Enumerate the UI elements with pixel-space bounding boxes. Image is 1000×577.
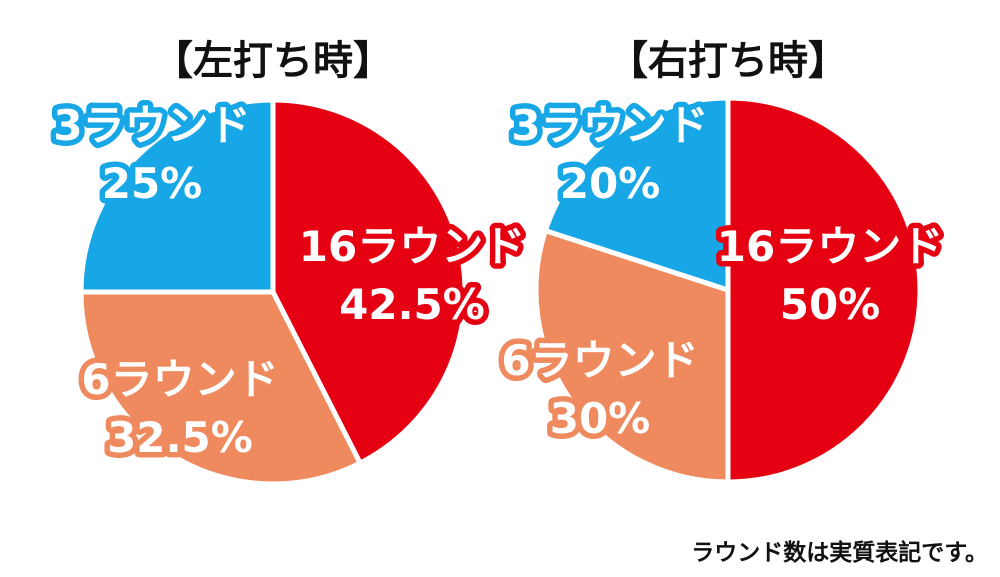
left-slice-3-round (78, 97, 276, 295)
left-chart-title: 【左打ち時】 (153, 38, 393, 84)
right-chart-title: 【右打ち時】 (608, 38, 848, 84)
left-slice-3-round-label: 3ラウンド (53, 101, 250, 150)
left-slice-6-round-label: 6ラウンド (81, 355, 278, 404)
right-slice-6-round-label: 6ラウンド (501, 336, 698, 385)
left-slice-16-round (270, 97, 468, 466)
left-slice-6-round-percent: 32.5% (107, 413, 253, 462)
right-slice-16-round (725, 95, 923, 485)
right-slice-3-round-label: 3ラウンド (511, 101, 708, 150)
right-slice-3-round-percent: 20% (560, 159, 661, 208)
right-slice-6-round-percent: 30% (550, 394, 651, 443)
left-slice-6-round (78, 289, 363, 487)
right-pie-chart: 16ラウンド 50% 6ラウンド 30% 3ラウンド 20% (496, 95, 949, 485)
left-slice-3-round-percent: 25% (102, 159, 203, 208)
footnote: ラウンド数は実質表記です。 (691, 539, 988, 566)
left-slice-16-round-percent: 42.5% (339, 280, 485, 329)
right-slice-16-round-percent: 50% (780, 280, 881, 329)
left-pie-chart: 16ラウンド 42.5% 6ラウンド 32.5% 3ラウンド 25% (48, 96, 531, 487)
right-slice-16-round-label: 16ラウンド (717, 222, 943, 271)
right-slice-3-round (542, 95, 731, 293)
left-slice-16-round-label: 16ラウンド (299, 222, 525, 271)
right-slice-6-round (533, 228, 731, 485)
